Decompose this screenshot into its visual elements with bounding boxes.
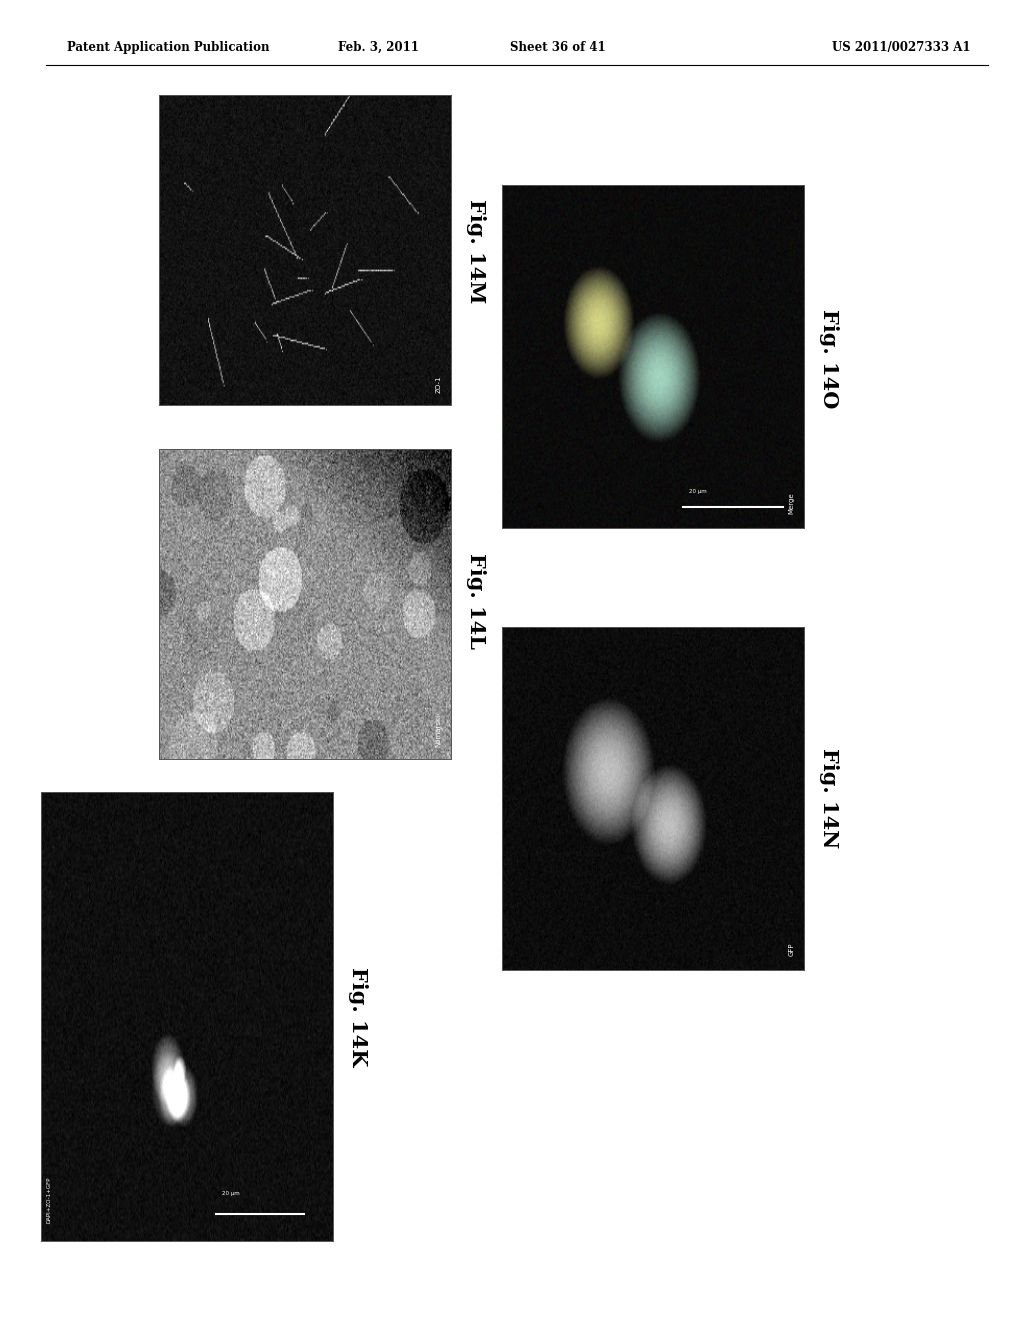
Text: Feb. 3, 2011: Feb. 3, 2011 xyxy=(339,41,419,54)
Text: Fig. 14O: Fig. 14O xyxy=(819,309,840,409)
Text: Merge: Merge xyxy=(788,492,795,515)
Text: DAPI+ZO-1+GFP: DAPI+ZO-1+GFP xyxy=(47,1176,52,1222)
Text: 20 µm: 20 µm xyxy=(222,1191,240,1196)
Text: ZO-1: ZO-1 xyxy=(436,375,441,393)
Text: Patent Application Publication: Patent Application Publication xyxy=(67,41,269,54)
Text: Fig. 14M: Fig. 14M xyxy=(466,198,486,304)
Text: US 2011/0027333 A1: US 2011/0027333 A1 xyxy=(831,41,971,54)
Text: GFP: GFP xyxy=(788,942,795,957)
Text: Fig. 14K: Fig. 14K xyxy=(348,966,369,1067)
Text: Fig. 14L: Fig. 14L xyxy=(466,553,486,648)
Text: 20 µm: 20 µm xyxy=(689,488,707,494)
Text: Fig. 14N: Fig. 14N xyxy=(819,748,840,849)
Text: Sheet 36 of 41: Sheet 36 of 41 xyxy=(510,41,606,54)
Text: Nomarski: Nomarski xyxy=(436,714,441,747)
